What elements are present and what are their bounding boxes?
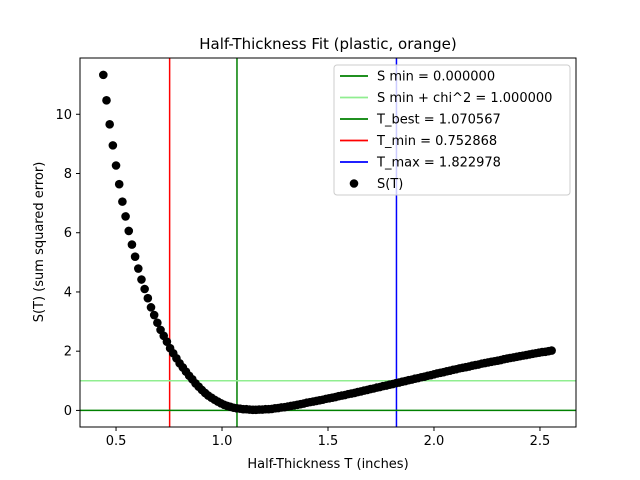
data-point [118, 197, 127, 206]
data-point [108, 141, 118, 150]
data-point [143, 293, 153, 303]
legend-label: S(T) [377, 177, 403, 192]
legend-label: T_max = 1.822978 [376, 156, 501, 171]
data-point [121, 212, 130, 221]
legend-label: S min = 0.000000 [377, 70, 495, 85]
data-point [102, 96, 111, 105]
y-tick-label: 6 [64, 226, 72, 241]
data-point [127, 240, 137, 249]
y-axis-label: S(T) (sum squared error) [32, 162, 47, 323]
y-tick-label: 10 [55, 108, 72, 123]
horizontal-lines [80, 380, 576, 412]
x-tick-label: 2.0 [424, 434, 445, 449]
data-point [137, 275, 146, 284]
y-axis: 0 2 4 6 8 10 [55, 108, 80, 419]
x-axis: 0.5 1.0 1.5 2.0 2.5 [106, 427, 551, 449]
data-point [124, 226, 134, 236]
data-point [149, 310, 159, 320]
x-tick-label: 1.0 [212, 434, 233, 449]
data-point [114, 179, 124, 189]
scatter-points [99, 70, 556, 415]
legend-swatch [349, 179, 359, 188]
legend-label: T_best = 1.070567 [376, 113, 501, 128]
x-tick-label: 1.5 [318, 434, 339, 449]
x-axis-label: Half-Thickness T (inches) [247, 457, 408, 472]
x-tick-label: 0.5 [106, 434, 127, 449]
y-tick-label: 8 [64, 167, 72, 182]
legend-label: S min + chi^2 = 1.000000 [377, 91, 552, 106]
data-point [133, 264, 143, 273]
legend-frame [333, 64, 571, 196]
x-tick-label: 2.5 [530, 434, 551, 449]
y-tick-label: 4 [64, 285, 72, 300]
legend-label: T_min = 0.752868 [376, 134, 497, 149]
chart-title: Half-Thickness Fit (plastic, orange) [199, 35, 456, 53]
data-point [105, 120, 114, 129]
data-point [547, 346, 556, 355]
data-point [153, 318, 162, 328]
data-point [111, 161, 121, 170]
legend: S min = 0.000000 S min + chi^2 = 1.000000… [333, 64, 571, 196]
y-tick-label: 2 [64, 345, 72, 360]
data-point [162, 337, 172, 347]
y-tick-label: 0 [64, 404, 72, 419]
data-point [146, 303, 156, 312]
data-point [99, 70, 108, 80]
legend-items: S min = 0.000000 S min + chi^2 = 1.000000… [340, 70, 552, 192]
data-point [140, 284, 149, 294]
data-point [130, 252, 140, 262]
